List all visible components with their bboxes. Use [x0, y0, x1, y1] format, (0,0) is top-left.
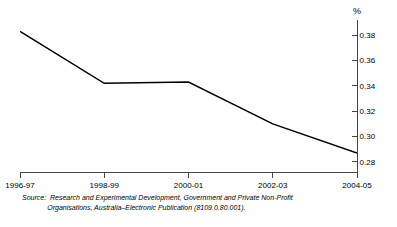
svg-text:0.28: 0.28 — [360, 158, 376, 167]
svg-text:2000-01: 2000-01 — [174, 181, 204, 190]
svg-text:Source: Research and Experime: Source: Research and Experimental Develo… — [22, 194, 294, 202]
svg-text:2002-03: 2002-03 — [258, 181, 288, 190]
svg-text:1996-97: 1996-97 — [5, 181, 35, 190]
svg-text:1998-99: 1998-99 — [90, 181, 120, 190]
svg-text:2004-05: 2004-05 — [342, 181, 372, 190]
svg-text:Organisations, Australia–Elect: Organisations, Australia–Electronic Publ… — [22, 204, 246, 212]
svg-text:%: % — [353, 6, 361, 16]
svg-text:0.34: 0.34 — [360, 82, 376, 91]
svg-text:0.30: 0.30 — [360, 132, 376, 141]
svg-text:0.38: 0.38 — [360, 31, 376, 40]
svg-text:0.36: 0.36 — [360, 56, 376, 65]
svg-text:0.32: 0.32 — [360, 107, 376, 116]
